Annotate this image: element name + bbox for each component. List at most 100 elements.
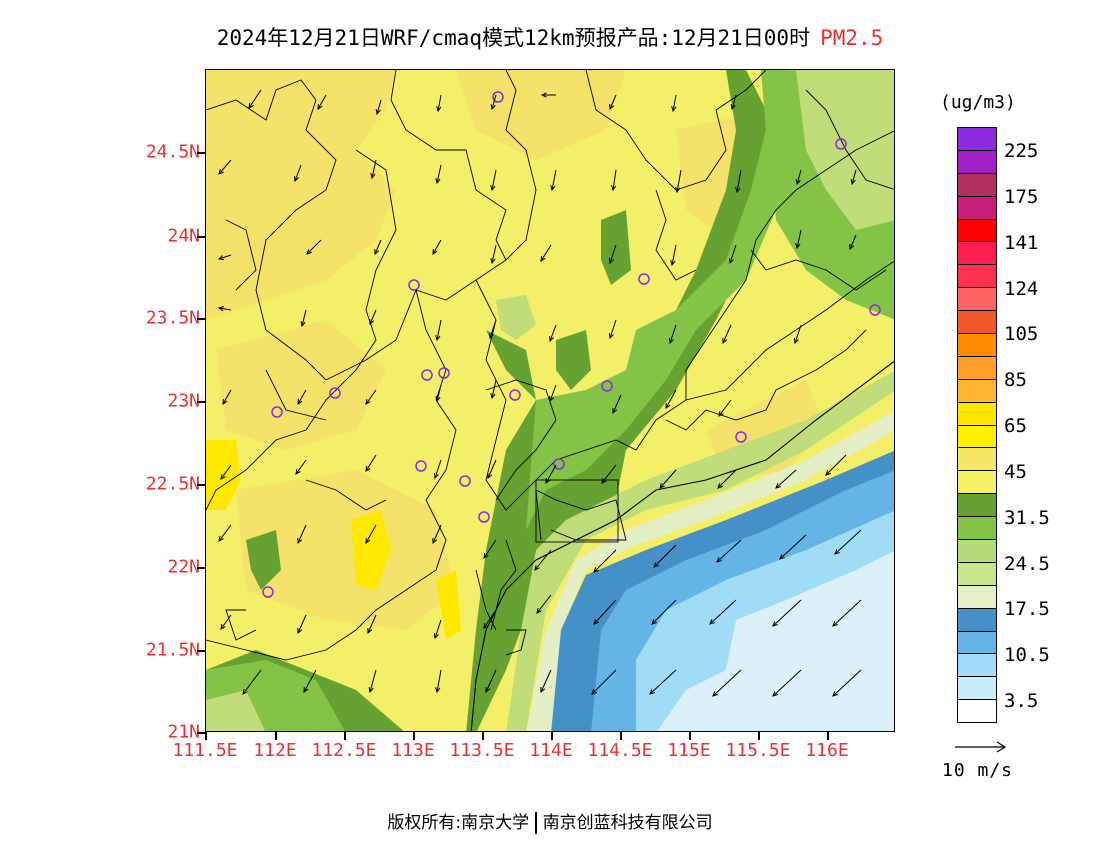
wind-vector: [772, 599, 802, 627]
wind-vector: [369, 309, 377, 326]
wind-vector: [487, 459, 497, 480]
wind-vector: [242, 669, 262, 695]
title-product: PM2.5: [820, 26, 884, 50]
color-bar-cell: [958, 585, 996, 609]
light-green-region: [796, 70, 894, 230]
admin-border: [685, 130, 894, 400]
wind-vector: [545, 464, 557, 485]
lat-tick: [197, 152, 205, 154]
lat-tick: [197, 732, 205, 734]
wind-vector: [549, 384, 557, 403]
wind-vector: [549, 324, 557, 343]
light-green-coast: [506, 371, 894, 731]
wind-vector: [728, 244, 737, 265]
lon-tick: [482, 732, 484, 740]
admin-border: [390, 70, 507, 261]
wind-vector: [612, 394, 622, 415]
vector-reference-arrow: [955, 741, 1007, 753]
wind-vector: [608, 319, 617, 340]
legend-label: 10.5: [1004, 644, 1050, 666]
map-panel: [205, 69, 895, 732]
lon-label: 112.5E: [311, 740, 377, 761]
color-bar-cell: [958, 494, 996, 518]
lat-label: 21.5N: [145, 639, 200, 661]
wind-vector: [375, 99, 382, 116]
lon-tick: [344, 732, 346, 740]
legend-label: 17.5: [1004, 598, 1050, 620]
wind-vector: [536, 594, 552, 614]
color-bar-cell: [958, 700, 996, 723]
lon-label: 111.5E: [172, 740, 238, 761]
wind-vector: [365, 389, 377, 405]
wind-vector: [435, 164, 442, 185]
orange-yellow-region: [236, 470, 456, 630]
light-green-region: [206, 690, 266, 731]
lon-label: 114E: [529, 740, 573, 761]
color-bar-cell: [958, 402, 996, 426]
wind-vector: [611, 169, 617, 192]
pale-green-coast: [526, 411, 894, 731]
pm25-map: [206, 70, 894, 731]
wind-vector: [483, 609, 497, 629]
color-bar-cell: [958, 288, 996, 312]
monitoring-station-marker: [459, 475, 471, 487]
lat-tick: [197, 401, 205, 403]
monitoring-station-marker: [601, 380, 613, 392]
lon-tick: [551, 732, 553, 740]
wind-vector: [675, 169, 682, 194]
wind-vector: [540, 244, 552, 262]
monitoring-station-marker: [262, 586, 274, 598]
legend-label: 85: [1004, 369, 1027, 391]
lat-tick: [197, 318, 205, 320]
color-bar-cell: [958, 196, 996, 220]
legend-label: 24.5: [1004, 553, 1050, 575]
wind-vector: [670, 244, 677, 267]
color-bar-cell: [958, 562, 996, 586]
wind-vector: [550, 169, 557, 192]
lon-tick: [413, 732, 415, 740]
wind-vector: [601, 464, 617, 484]
wind-vector: [485, 669, 497, 694]
wind-vector: [483, 539, 497, 559]
monitoring-station-marker: [421, 369, 433, 381]
admin-border: [535, 489, 542, 541]
admin-border: [485, 379, 557, 501]
color-bar-cell: [958, 334, 996, 357]
wind-vector: [722, 324, 732, 345]
wind-vector: [490, 244, 497, 265]
orange-yellow-region: [206, 70, 396, 320]
lon-label: 112E: [253, 740, 297, 761]
wind-vector: [432, 239, 442, 255]
color-bar: [957, 127, 997, 723]
color-bar-cell: [958, 677, 996, 701]
wind-vector: [317, 94, 327, 110]
lat-label: 21N: [167, 721, 200, 743]
footer-separator: [535, 812, 537, 834]
monitoring-station-marker: [478, 511, 490, 523]
admin-border: [305, 479, 387, 511]
monitoring-station-marker: [492, 91, 504, 103]
legend-label: 225: [1004, 140, 1039, 162]
wind-vector: [850, 169, 857, 186]
wind-vector: [300, 309, 307, 328]
wind-vector: [218, 524, 232, 542]
wind-vector: [795, 229, 802, 250]
lon-tick: [205, 732, 207, 740]
dark-green-spot: [246, 530, 281, 590]
wind-vector: [297, 389, 307, 405]
wind-vector: [248, 89, 262, 109]
lon-label: 113.5E: [449, 740, 515, 761]
wind-vector: [772, 669, 802, 697]
color-bar-cell: [958, 311, 996, 335]
wind-vector: [490, 379, 497, 400]
color-bar-cell: [958, 608, 996, 632]
admin-border: [805, 89, 894, 190]
wind-vector: [832, 599, 862, 627]
monitoring-station-marker: [438, 367, 450, 379]
wind-vector: [849, 234, 857, 251]
footer-right: 南京创蓝科技有限公司: [542, 813, 713, 833]
wind-vector: [220, 614, 232, 630]
legend-label: 105: [1004, 323, 1039, 345]
monitoring-station-marker: [835, 138, 847, 150]
wind-vector: [435, 384, 442, 403]
